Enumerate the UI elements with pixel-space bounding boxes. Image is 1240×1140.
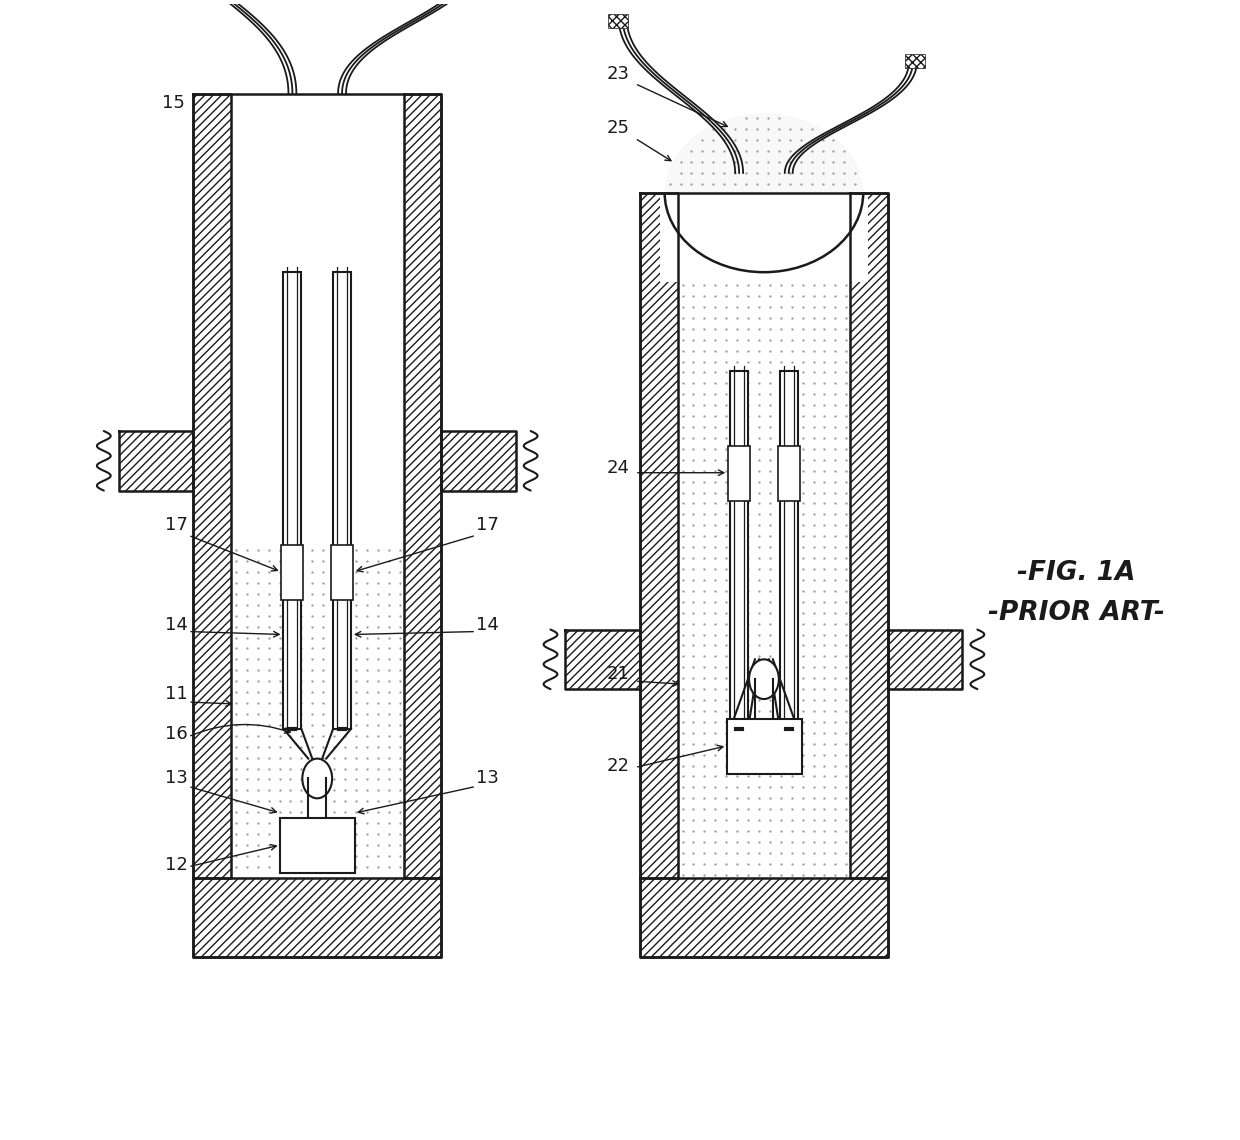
Bar xyxy=(334,272,351,728)
Bar xyxy=(640,193,677,878)
Bar xyxy=(905,54,925,67)
Bar xyxy=(284,272,301,728)
Bar xyxy=(231,545,403,878)
Text: 14: 14 xyxy=(165,616,188,634)
Text: 23: 23 xyxy=(606,65,630,82)
Text: 22: 22 xyxy=(606,757,630,774)
Text: 12: 12 xyxy=(165,856,188,873)
Bar xyxy=(193,93,231,878)
Ellipse shape xyxy=(303,758,332,798)
Text: -PRIOR ART-: -PRIOR ART- xyxy=(988,600,1166,626)
Ellipse shape xyxy=(749,659,779,699)
Text: 13: 13 xyxy=(476,770,498,788)
Bar xyxy=(851,193,888,878)
Bar xyxy=(565,629,640,689)
Ellipse shape xyxy=(665,113,863,272)
Text: 16: 16 xyxy=(165,725,188,743)
Text: 17: 17 xyxy=(165,516,188,535)
Bar xyxy=(660,193,868,282)
Bar xyxy=(331,545,353,600)
Bar xyxy=(777,446,800,500)
Bar xyxy=(403,93,441,878)
Text: 13: 13 xyxy=(165,770,188,788)
Bar xyxy=(119,431,193,490)
Text: 11: 11 xyxy=(165,685,188,703)
Text: -FIG. 1A: -FIG. 1A xyxy=(1018,560,1136,586)
Bar xyxy=(281,545,304,600)
Bar xyxy=(677,193,851,878)
Bar xyxy=(193,878,441,958)
Bar xyxy=(640,878,888,958)
Bar xyxy=(888,629,962,689)
Bar xyxy=(441,431,516,490)
Bar xyxy=(728,446,750,500)
Bar xyxy=(730,372,748,728)
Text: 17: 17 xyxy=(476,516,498,535)
Bar xyxy=(780,372,797,728)
Bar xyxy=(727,719,802,774)
Text: 14: 14 xyxy=(476,616,498,634)
Bar xyxy=(608,14,627,28)
Text: 25: 25 xyxy=(606,120,630,137)
Text: 21: 21 xyxy=(608,666,630,683)
Bar xyxy=(280,819,355,873)
Bar xyxy=(309,798,326,819)
Text: 24: 24 xyxy=(606,458,630,477)
Text: 15: 15 xyxy=(162,95,185,113)
